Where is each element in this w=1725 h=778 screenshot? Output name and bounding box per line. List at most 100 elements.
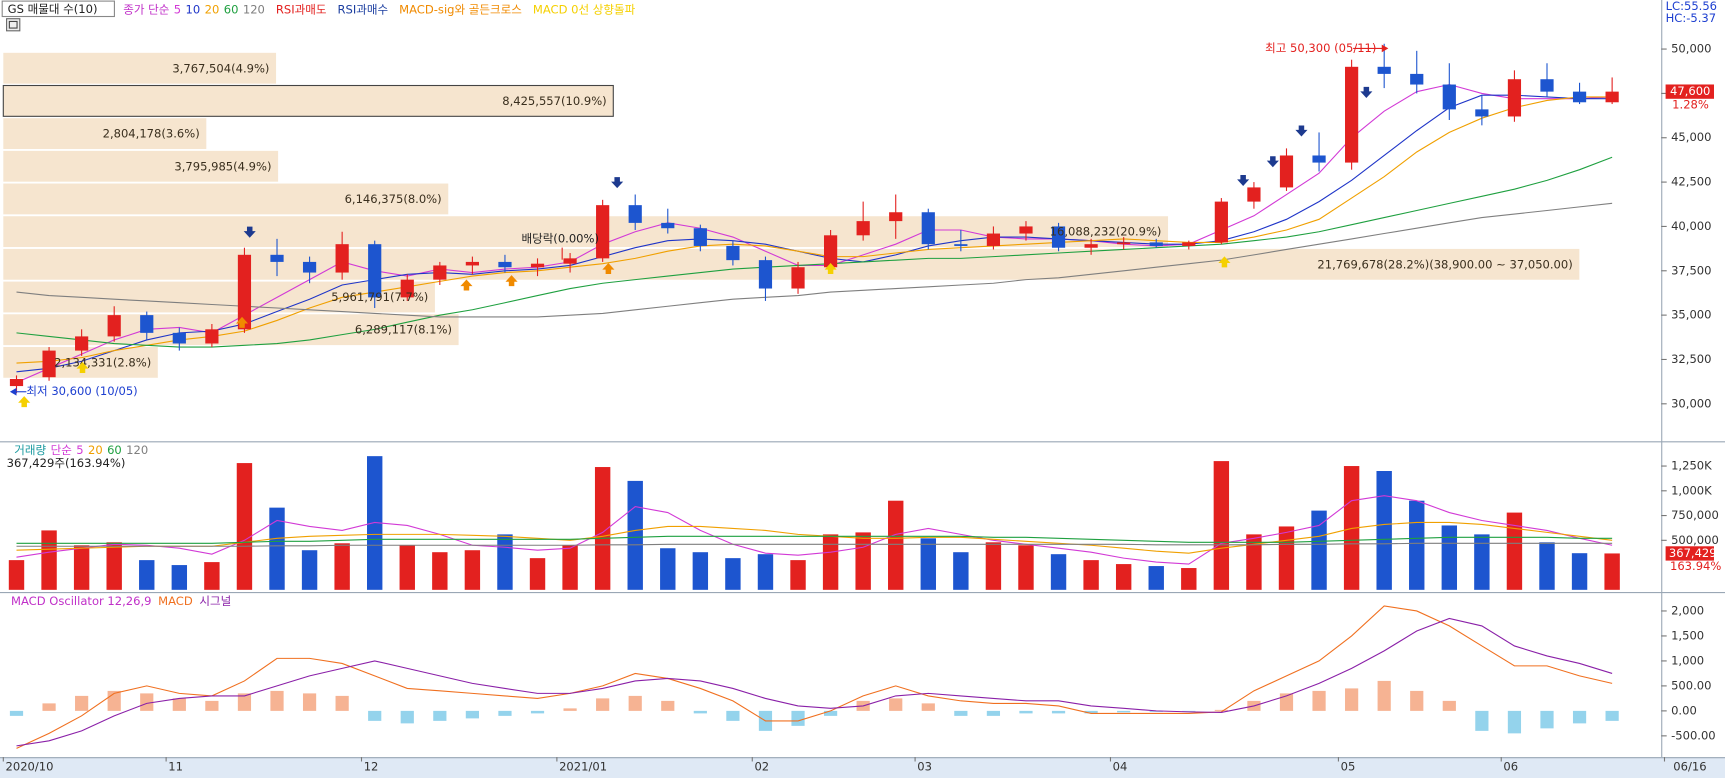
oscillator-bar: [1475, 710, 1489, 731]
oscillator-bar: [1605, 710, 1619, 721]
candle-body: [1345, 66, 1359, 163]
line-series: [16, 495, 1613, 565]
line-series: [16, 605, 1613, 749]
volume-bar: [432, 552, 448, 590]
candle-body: [823, 235, 838, 268]
oscillator-bar: [530, 710, 545, 714]
line-series: [16, 542, 1613, 547]
profile-label: 21,769,678(28.2%)(38,900.00 ~ 37,050.00): [1317, 257, 1572, 271]
oscillator-bar: [1019, 710, 1033, 714]
volume-bar: [1115, 564, 1132, 590]
oscillator-bar: [9, 710, 24, 716]
y-tick-label: 1,000K: [1671, 483, 1712, 497]
candle-body: [1117, 242, 1131, 245]
y-tick-label: 30,000: [1671, 396, 1711, 410]
volume-bar: [1246, 534, 1262, 590]
oscillator-bar: [1312, 690, 1326, 711]
legend-item: RSI과매수: [338, 2, 389, 16]
volume-bar: [334, 543, 350, 590]
candle-body: [270, 254, 284, 262]
indicator-label: LC:55.56: [1666, 0, 1717, 13]
volume-bar: [399, 545, 415, 590]
candle-body: [433, 265, 447, 280]
volume-bar: [1539, 542, 1555, 590]
volume-bar: [790, 560, 806, 590]
x-tick-label: 02: [754, 759, 769, 773]
volume-bar: [725, 558, 741, 590]
oscillator-bar: [433, 710, 447, 721]
volume-bar: [1018, 545, 1034, 590]
oscillator-bar: [335, 695, 349, 711]
candle-body: [889, 212, 903, 222]
candle-body: [1279, 155, 1294, 188]
volume-bar: [171, 565, 188, 590]
high-arrowhead: [1381, 44, 1389, 53]
profile-label: 2,134,331(2.8%): [54, 355, 151, 369]
y-tick-label: 35,000: [1671, 308, 1711, 322]
volume-bar: [497, 534, 513, 590]
candle-body: [1572, 91, 1587, 103]
oscillator-bar: [1377, 680, 1391, 711]
oscillator-bar: [302, 693, 317, 711]
oscillator-bar: [1051, 710, 1066, 714]
candle-body: [1019, 226, 1033, 234]
candle-body: [335, 244, 349, 273]
profile-bar: [3, 52, 277, 84]
tool-button[interactable]: [6, 18, 21, 32]
candle-body: [791, 267, 805, 289]
volume-bar: [920, 538, 936, 590]
oscillator-bar: [400, 710, 414, 724]
volume-bar: [660, 548, 676, 590]
candle-body: [530, 263, 545, 268]
x-tick-label: 2021/01: [559, 759, 607, 773]
profile-label: 8,425,557(10.9%): [502, 94, 606, 108]
oscillator-bar: [368, 710, 382, 721]
legend-box[interactable]: [1, 0, 115, 18]
candle-body: [856, 221, 870, 236]
high-annotation: 최고 50,300 (05/11): [1265, 41, 1376, 55]
x-tick-label: 06: [1503, 759, 1518, 773]
marks: [8, 43, 1620, 749]
candle-body: [140, 315, 154, 333]
volume-bar: [8, 560, 25, 590]
volume-bar: [1311, 510, 1327, 590]
volume-bar: [594, 467, 611, 590]
volume-bar: [1571, 553, 1588, 590]
y-tick-label: 1,000: [1671, 653, 1704, 667]
y-tick-label: 500,000: [1671, 533, 1719, 547]
legend-item: 20: [88, 443, 103, 457]
volume-bar: [1506, 512, 1523, 590]
legend-item: 60: [224, 2, 239, 16]
y-tick-label: 750,000: [1671, 508, 1719, 522]
y-tick-label: 40,000: [1671, 219, 1711, 233]
line-series: [16, 94, 1613, 373]
y-tick-label: 1,250K: [1671, 459, 1712, 473]
last-volume-box: [1665, 546, 1714, 561]
legend-item: 5: [76, 443, 83, 457]
oscillator-bar: [726, 710, 740, 721]
oscillator-bar: [563, 708, 577, 711]
candle-body: [1084, 244, 1098, 248]
oscillator-bar: [889, 698, 903, 711]
candle-body: [42, 350, 56, 378]
candle-body: [107, 315, 121, 337]
y-tick-label: 1,500: [1671, 628, 1704, 642]
y-tick-label: 45,000: [1671, 130, 1711, 144]
x-tick-label: 11: [168, 759, 183, 773]
legend-item: MACD Oscillator 12,26,9: [11, 593, 152, 607]
line-series: [16, 535, 1613, 544]
oscillator-bar: [1410, 690, 1424, 711]
candle-body: [9, 378, 24, 387]
legend-item: 종가 단순: [123, 2, 170, 16]
oscillator-bar: [172, 698, 186, 711]
oscillator-bar: [921, 703, 935, 711]
profile-bar: [2, 84, 614, 117]
y-tick-label: 42,500: [1671, 175, 1711, 189]
y-tick-label: -500.00: [1671, 728, 1716, 742]
volume-bar: [1050, 554, 1067, 590]
volume-bar: [757, 554, 774, 590]
profile-label: 6,146,375(8.0%): [345, 192, 442, 206]
candle-body: [172, 332, 186, 344]
